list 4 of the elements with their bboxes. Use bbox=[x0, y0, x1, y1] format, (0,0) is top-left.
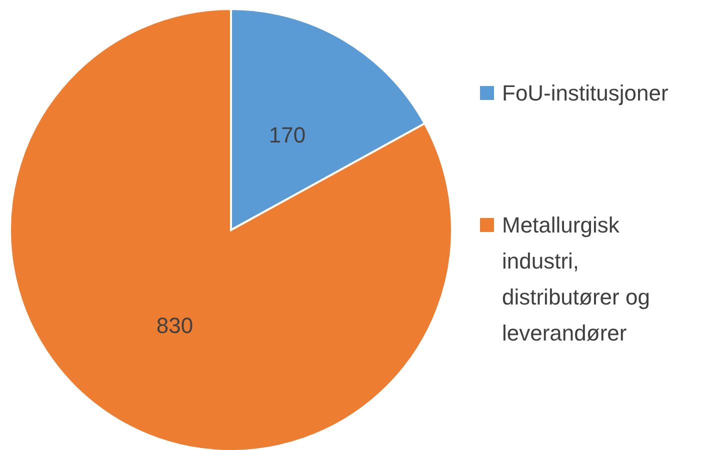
data-label: 170 bbox=[268, 122, 306, 148]
legend-label: Metallurgisk industri, distributører og leverandører bbox=[502, 212, 650, 346]
data-label: 830 bbox=[156, 312, 194, 338]
legend-label: FoU-institusjoner bbox=[502, 80, 668, 106]
